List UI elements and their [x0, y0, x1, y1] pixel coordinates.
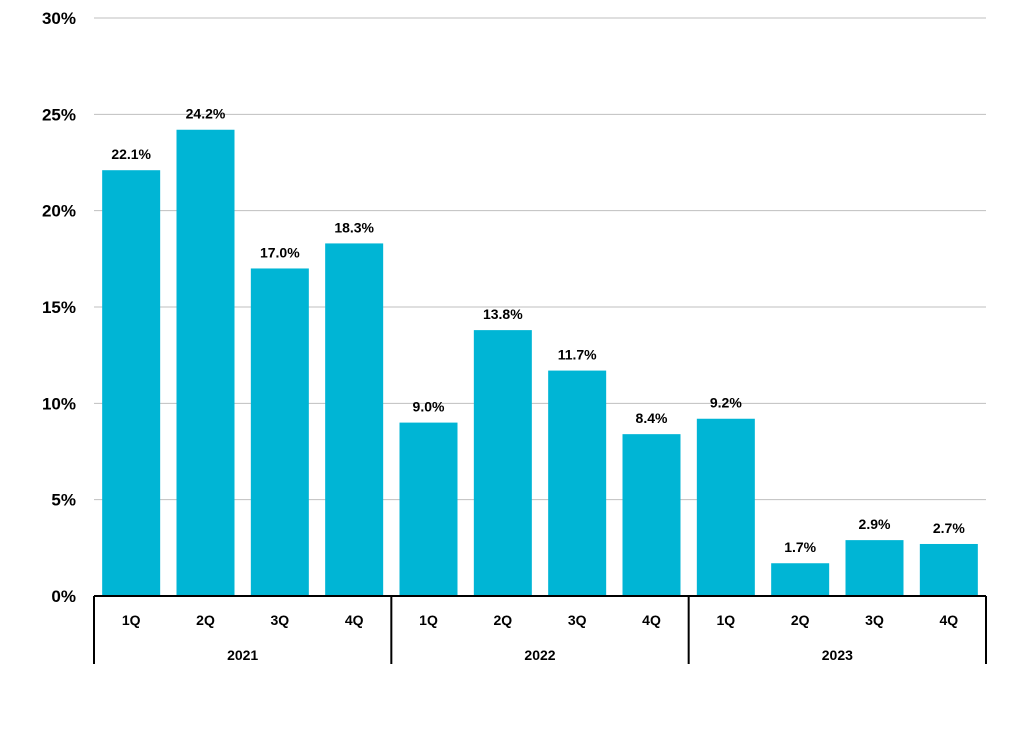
x-category-label: 3Q [270, 612, 289, 628]
data-label: 9.2% [710, 395, 742, 411]
y-axis-tick-labels: 0% 5% 10% 15% 20% 25% 30% [42, 9, 76, 606]
bar [176, 129, 235, 596]
x-category-label: 1Q [419, 612, 438, 628]
y-tick-label: 5% [51, 491, 76, 510]
data-label: 9.0% [413, 399, 445, 415]
x-group-label: 2022 [524, 647, 555, 663]
y-tick-label: 30% [42, 9, 76, 28]
y-tick-label: 15% [42, 298, 76, 317]
bar [845, 540, 904, 596]
bar [325, 243, 384, 597]
data-label: 11.7% [558, 347, 597, 363]
x-category-label: 4Q [642, 612, 661, 628]
data-label: 2.7% [933, 520, 965, 536]
bar [622, 434, 681, 596]
bar [399, 422, 458, 596]
bar [919, 543, 978, 596]
x-category-label: 3Q [865, 612, 884, 628]
x-category-label: 1Q [716, 612, 735, 628]
x-category-label: 2Q [196, 612, 215, 628]
bar [771, 563, 830, 596]
data-label: 18.3% [334, 219, 374, 235]
x-group-label: 2021 [227, 647, 258, 663]
data-label: 22.1% [111, 146, 151, 162]
bar [473, 330, 532, 596]
x-axis: 1Q 2Q 3Q 4Q 1Q 2Q 3Q 4Q 1Q 2Q 3Q 4Q 2021 2022 2023 [93, 595, 987, 664]
data-labels: 22.1% 24.2% 17.0% 18.3% 9.0% 13.8% 11.7% 8.4% 9.… [111, 106, 965, 555]
gridlines [94, 17, 986, 501]
x-category-label: 2Q [493, 612, 512, 628]
x-category-label: 2Q [791, 612, 810, 628]
data-label: 13.8% [483, 306, 523, 322]
x-category-label: 4Q [345, 612, 364, 628]
bar [250, 268, 309, 596]
data-label: 1.7% [784, 539, 816, 555]
bar [102, 170, 161, 596]
data-label: 17.0% [260, 244, 300, 260]
bars [102, 129, 978, 597]
x-group-label: 2023 [822, 647, 853, 663]
y-tick-label: 10% [42, 394, 76, 413]
x-category-label: 4Q [939, 612, 958, 628]
y-tick-label: 25% [42, 105, 76, 124]
data-label: 24.2% [186, 106, 226, 122]
x-category-label: 3Q [568, 612, 587, 628]
x-category-label: 1Q [122, 612, 141, 628]
data-label: 8.4% [636, 410, 668, 426]
bar [696, 418, 755, 596]
y-tick-label: 0% [51, 587, 76, 606]
data-label: 2.9% [859, 516, 891, 532]
bar [548, 370, 607, 596]
y-tick-label: 20% [42, 202, 76, 221]
